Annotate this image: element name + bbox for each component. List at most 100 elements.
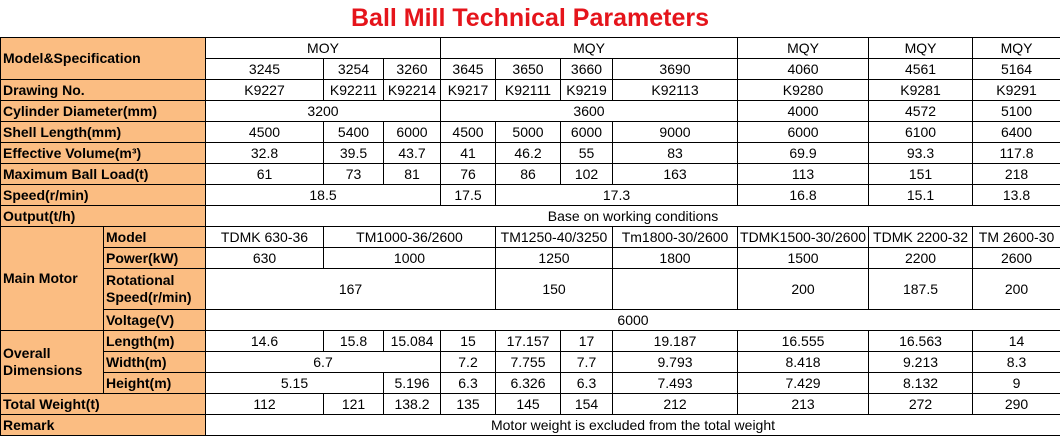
data-cell: 9000: [611, 121, 739, 143]
data-cell: 46.2: [495, 142, 561, 164]
data-cell: 5.15: [205, 372, 384, 394]
row-label: Effective Volume(m³): [0, 142, 206, 164]
data-cell: 102: [560, 163, 613, 185]
data-cell: 16.563: [868, 330, 974, 352]
data-cell: 17.3: [494, 184, 739, 206]
data-cell: 2200: [868, 247, 974, 269]
table-row: Output(t/h) Base on working conditions: [0, 205, 1060, 227]
data-cell: 43.7: [383, 142, 441, 164]
data-cell: 15.1: [868, 184, 974, 206]
row-label: Model: [103, 226, 206, 248]
row-label: Rotational Speed(r/min): [103, 268, 206, 310]
data-cell: K92211: [323, 79, 384, 101]
data-cell: 41: [440, 142, 496, 164]
data-cell: 32.8: [205, 142, 324, 164]
data-cell: 1000: [323, 247, 496, 269]
table-row: Rotational Speed(r/min) 167 150 200 187.5 200: [1, 268, 1060, 310]
data-cell: 9.793: [611, 351, 739, 373]
data-cell: 9: [972, 372, 1060, 394]
table-row: Effective Volume(m³) 32.8 39.5 43.7 41 46.2 55…: [0, 142, 1060, 164]
model-cell: 3690: [611, 58, 739, 80]
data-cell: 83: [611, 142, 739, 164]
data-cell: 8.132: [868, 372, 974, 394]
data-cell: 151: [868, 163, 974, 185]
data-cell: K9291: [972, 79, 1060, 101]
table-row: 3245 3254 3260 3645 3650 3660 3690 4060 4561 5164: [1, 58, 1060, 80]
model-cell: 3650: [495, 58, 561, 80]
data-cell: 14: [972, 330, 1060, 352]
group-label: Overall Dimensions: [0, 330, 104, 394]
data-cell: 150: [495, 268, 613, 310]
data-cell: K9217: [440, 79, 496, 101]
data-cell: TM1250-40/3250: [495, 226, 613, 248]
data-cell: K92113: [611, 79, 739, 101]
row-label: Width(m): [103, 351, 206, 373]
row-label: Total Weight(t): [0, 393, 206, 415]
model-cell: 3245: [205, 58, 324, 80]
data-cell: TDMK 2200-32: [868, 226, 974, 248]
data-cell: 6.3: [440, 372, 496, 394]
data-cell: 163: [611, 163, 739, 185]
data-cell: 272: [868, 393, 974, 415]
row-label: Height(m): [103, 372, 206, 394]
row-label: Cylinder Diameter(mm): [0, 100, 206, 122]
row-label: Speed(r/min): [0, 184, 206, 206]
data-cell: 290: [972, 393, 1060, 415]
data-cell: TM1000-36/2600: [323, 226, 496, 248]
data-cell: 55: [560, 142, 613, 164]
data-cell: 7.493: [611, 372, 739, 394]
data-cell: Motor weight is excluded from the total …: [204, 414, 1060, 436]
data-cell: 4000: [737, 100, 870, 122]
data-cell: 112: [205, 393, 324, 415]
data-cell: 1500: [737, 247, 870, 269]
data-cell: 4500: [440, 121, 496, 143]
data-cell: 86: [495, 163, 561, 185]
table-row: Width(m) 6.7 7.2 7.755 7.7 9.793 8.418 9.213 8.3: [1, 351, 1060, 373]
data-cell: K92111: [495, 79, 561, 101]
data-cell: 200: [972, 268, 1060, 310]
data-cell: 14.6: [205, 330, 324, 352]
row-label: Voltage(V): [103, 309, 206, 331]
data-cell: 218: [972, 163, 1060, 185]
data-cell: 4572: [868, 100, 974, 122]
data-cell: 154: [560, 393, 613, 415]
data-cell: 17: [560, 330, 613, 352]
group-label: Main Motor: [0, 226, 104, 331]
table-row: Maximum Ball Load(t) 61 73 81 76 86 102 163 113 1…: [0, 163, 1060, 185]
data-cell: 167: [205, 268, 496, 310]
table-row: Voltage(V) 6000: [1, 309, 1060, 331]
data-cell: 5100: [972, 100, 1060, 122]
data-cell: K9219: [560, 79, 613, 101]
data-cell: 18.5: [205, 184, 441, 206]
data-cell: 6.7: [205, 351, 441, 373]
table-row: Model&Specification MOY MQY MQY MQY MQY: [0, 37, 1060, 80]
group-cell: MQY: [439, 37, 739, 59]
data-cell: 113: [737, 163, 870, 185]
data-cell: 7.7: [560, 351, 613, 373]
data-cell: 61: [205, 163, 324, 185]
data-cell: 138.2: [383, 393, 441, 415]
data-cell: 630: [205, 247, 324, 269]
data-cell: 6000: [560, 121, 613, 143]
data-cell: 17.5: [440, 184, 496, 206]
data-cell: 39.5: [323, 142, 384, 164]
data-cell: 73: [323, 163, 384, 185]
table-row: Main Motor Model TDMK 630-36 TM1000-36/2600…: [0, 226, 1060, 331]
data-cell: 200: [737, 268, 870, 310]
data-cell: 81: [383, 163, 441, 185]
data-cell: 2600: [972, 247, 1060, 269]
data-cell: K9227: [205, 79, 324, 101]
empty-cell: [611, 268, 739, 310]
data-cell: 16.8: [737, 184, 870, 206]
row-label: Maximum Ball Load(t): [0, 163, 206, 185]
table-row: Total Weight(t) 112 121 138.2 135 145 154 212 21…: [0, 393, 1060, 415]
table-row: Overall Dimensions Length(m) 14.6 15.8 15.08…: [0, 330, 1060, 394]
data-cell: 117.8: [972, 142, 1060, 164]
table-row: Cylinder Diameter(mm) 3200 3600 4000 4572 510…: [0, 100, 1060, 122]
spec-table: Model&Specification MOY MQY MQY MQY MQY 3245 32…: [0, 37, 1060, 436]
data-cell: 187.5: [868, 268, 974, 310]
row-label: Length(m): [103, 330, 206, 352]
data-cell: 76: [440, 163, 496, 185]
row-label: Remark: [0, 414, 206, 436]
data-cell: 5000: [495, 121, 561, 143]
